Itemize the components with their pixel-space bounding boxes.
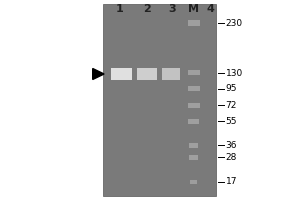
Text: 36: 36 [226, 140, 237, 149]
Text: 4: 4 [206, 4, 214, 14]
Bar [188, 86, 200, 91]
Bar [189, 142, 198, 148]
Text: 72: 72 [226, 100, 237, 110]
Bar [188, 102, 200, 108]
Text: 1: 1 [116, 4, 124, 14]
Bar [190, 180, 197, 184]
Text: 2: 2 [143, 4, 151, 14]
Bar [103, 4, 216, 196]
Text: 130: 130 [226, 68, 243, 77]
Text: 95: 95 [226, 84, 237, 93]
Text: 55: 55 [226, 116, 237, 126]
Text: 3: 3 [169, 4, 176, 14]
Bar [162, 68, 180, 79]
Bar [189, 154, 198, 160]
Bar [137, 68, 157, 79]
Text: 230: 230 [226, 19, 243, 27]
Bar [188, 118, 199, 123]
Text: M: M [188, 4, 199, 14]
Bar [188, 21, 200, 25]
Bar [188, 70, 200, 75]
Bar [111, 68, 132, 79]
FancyArrow shape [93, 68, 104, 79]
Text: 28: 28 [226, 152, 237, 162]
Text: 17: 17 [226, 178, 237, 186]
